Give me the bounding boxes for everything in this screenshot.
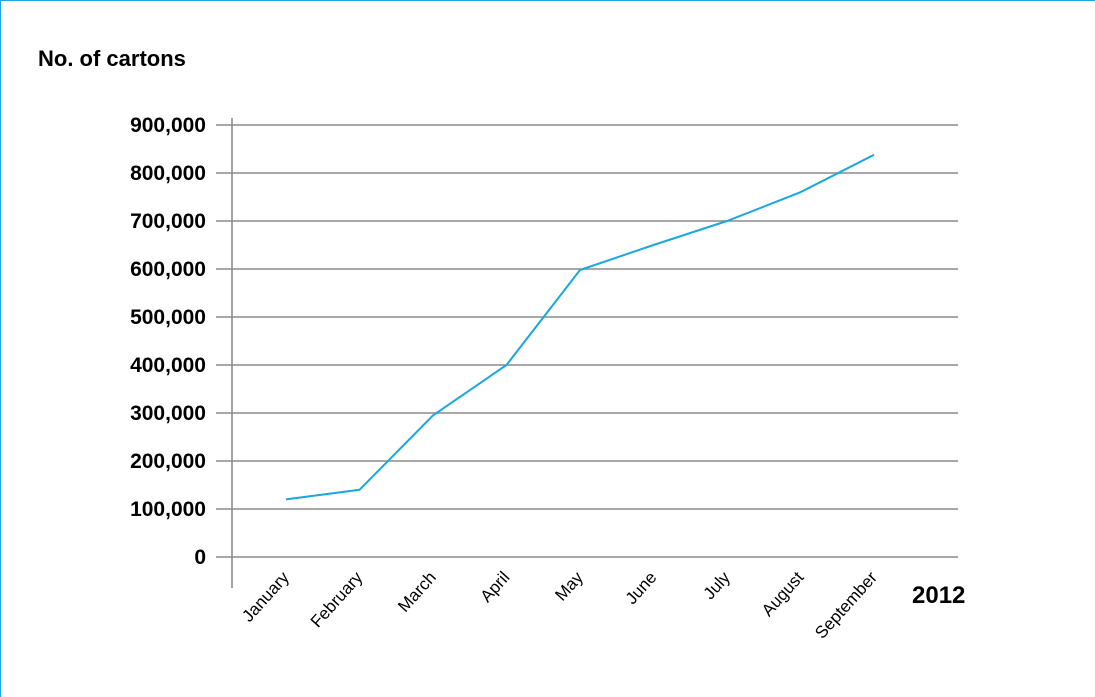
x-tick-label: March <box>394 568 440 616</box>
x-tick-label: April <box>477 568 514 606</box>
x-tick-label: September <box>811 568 881 643</box>
y-tick-label: 300,000 <box>130 402 206 425</box>
x-tick-label: May <box>551 568 587 605</box>
y-tick-label: 400,000 <box>130 354 206 377</box>
y-tick-label: 900,000 <box>130 114 206 137</box>
x-tick-label: February <box>307 568 367 632</box>
x-tick-label: January <box>238 568 293 626</box>
x-axis-label: 2012 <box>912 582 965 609</box>
x-tick-label: June <box>622 568 661 608</box>
y-tick-label: 100,000 <box>130 498 206 521</box>
y-tick-label: 500,000 <box>130 306 206 329</box>
y-tick-label: 700,000 <box>130 210 206 233</box>
y-tick-labels: 0 100,000 200,000 300,000 400,000 500,000 600,… <box>130 114 206 569</box>
x-tick-label: August <box>758 568 808 620</box>
y-axis-label: No. of cartons <box>38 46 186 71</box>
y-tick-label: 600,000 <box>130 258 206 281</box>
y-tick-label: 0 <box>194 546 206 569</box>
y-tick-label: 800,000 <box>130 162 206 185</box>
y-tick-label: 200,000 <box>130 450 206 473</box>
x-tick-label: July <box>700 568 735 604</box>
gridlines <box>216 124 958 558</box>
series-line <box>285 153 875 501</box>
series-line-group <box>285 153 875 501</box>
x-tick-labels: January February March April May June July Augu… <box>238 568 881 643</box>
